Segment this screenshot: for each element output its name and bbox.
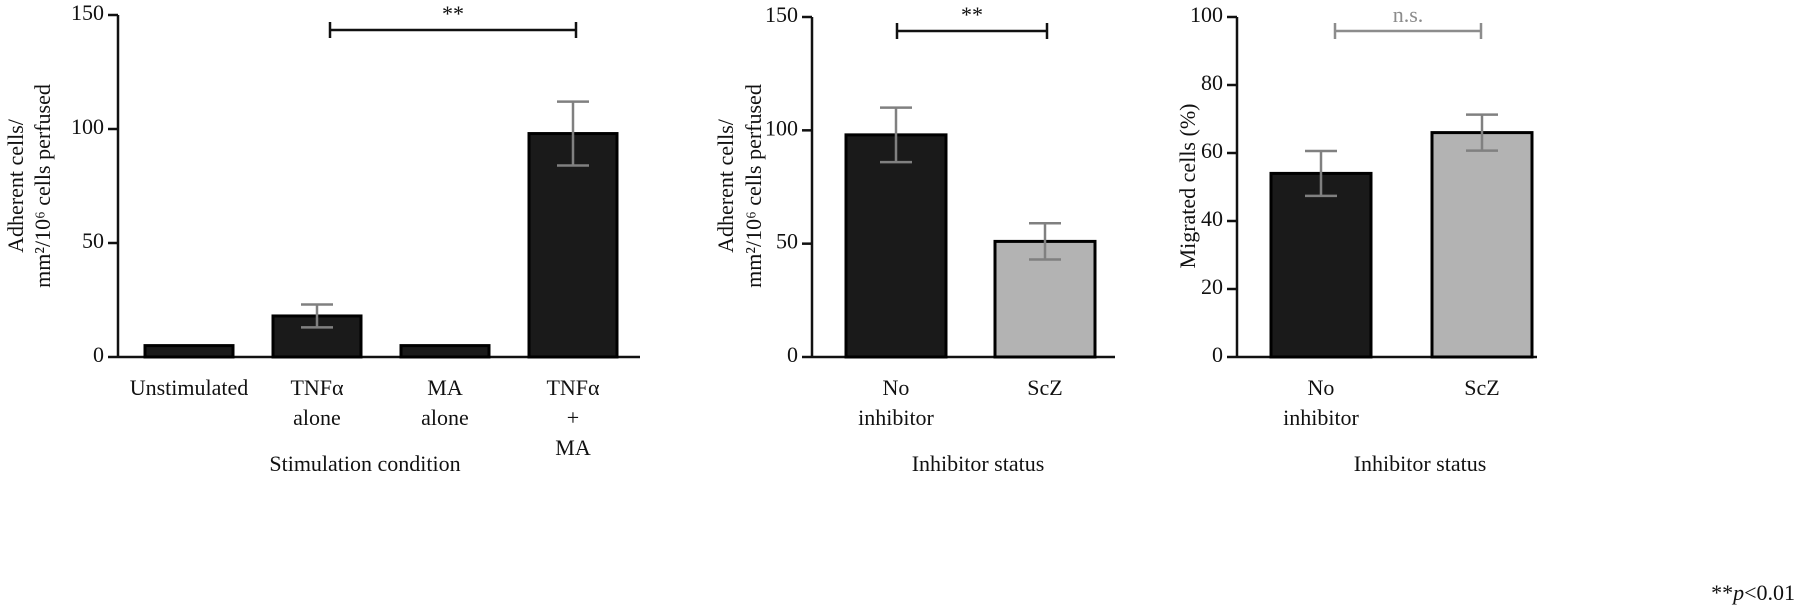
footnote: **p<0.01 [1711,580,1795,605]
y-tick-label: 40 [1201,206,1223,231]
y-tick-label: 0 [1212,342,1223,367]
x-tick-label: MA [427,375,463,400]
footnote-threshold: <0.01 [1744,580,1795,605]
error-bar [557,100,589,167]
x-axis-label: Stimulation condition [269,451,460,476]
y-tick-label: 100 [71,114,104,139]
y-tick-label: 150 [765,2,798,27]
bar [143,344,235,359]
y-axis-label: mm²/10⁶ cells perfused [741,84,766,288]
x-tick-label: ScZ [1464,375,1499,400]
error-bar [1305,149,1337,198]
x-tick-label: No [1308,375,1335,400]
y-axis-label: Adherent cells/ [3,118,28,253]
y-tick-label: 0 [787,342,798,367]
y-axis-label: mm²/10⁶ cells perfused [30,84,55,288]
bar [1269,171,1373,359]
x-axis-label: Inhibitor status [1354,451,1487,476]
bar [1430,131,1534,359]
y-tick-label: 100 [1190,2,1223,27]
x-tick-label: MA [555,435,591,460]
error-bar [880,106,912,164]
bar [527,132,619,359]
x-tick-label: inhibitor [858,405,934,430]
y-tick-label: 50 [82,228,104,253]
significance-label: ** [442,1,464,26]
x-tick-label: inhibitor [1283,405,1359,430]
y-axis-label: Adherent cells/ [713,118,738,253]
x-axis-label: Inhibitor status [912,451,1045,476]
x-tick-label: ScZ [1027,375,1062,400]
error-bar [1466,113,1498,152]
x-tick-label: TNFα [546,375,600,400]
y-tick-label: 50 [776,229,798,254]
x-tick-label: No [883,375,910,400]
footnote-p: p [1731,580,1744,605]
y-tick-label: 80 [1201,70,1223,95]
error-bar [301,303,333,329]
x-tick-label: alone [421,405,469,430]
y-tick-label: 0 [93,342,104,367]
y-tick-label: 60 [1201,138,1223,163]
significance-label: ** [961,2,983,27]
y-axis-label: Migrated cells (%) [1175,104,1200,269]
bar [399,344,491,359]
error-bar [1029,222,1061,261]
x-tick-label: alone [293,405,341,430]
y-tick-label: 100 [765,115,798,140]
x-tick-label: Unstimulated [130,375,249,400]
y-tick-label: 150 [71,0,104,25]
y-tick-label: 20 [1201,274,1223,299]
bar [844,133,948,359]
significance-label: n.s. [1393,2,1424,27]
x-tick-label: + [567,405,579,430]
footnote-stars: ** [1711,580,1733,605]
x-tick-label: TNFα [290,375,344,400]
